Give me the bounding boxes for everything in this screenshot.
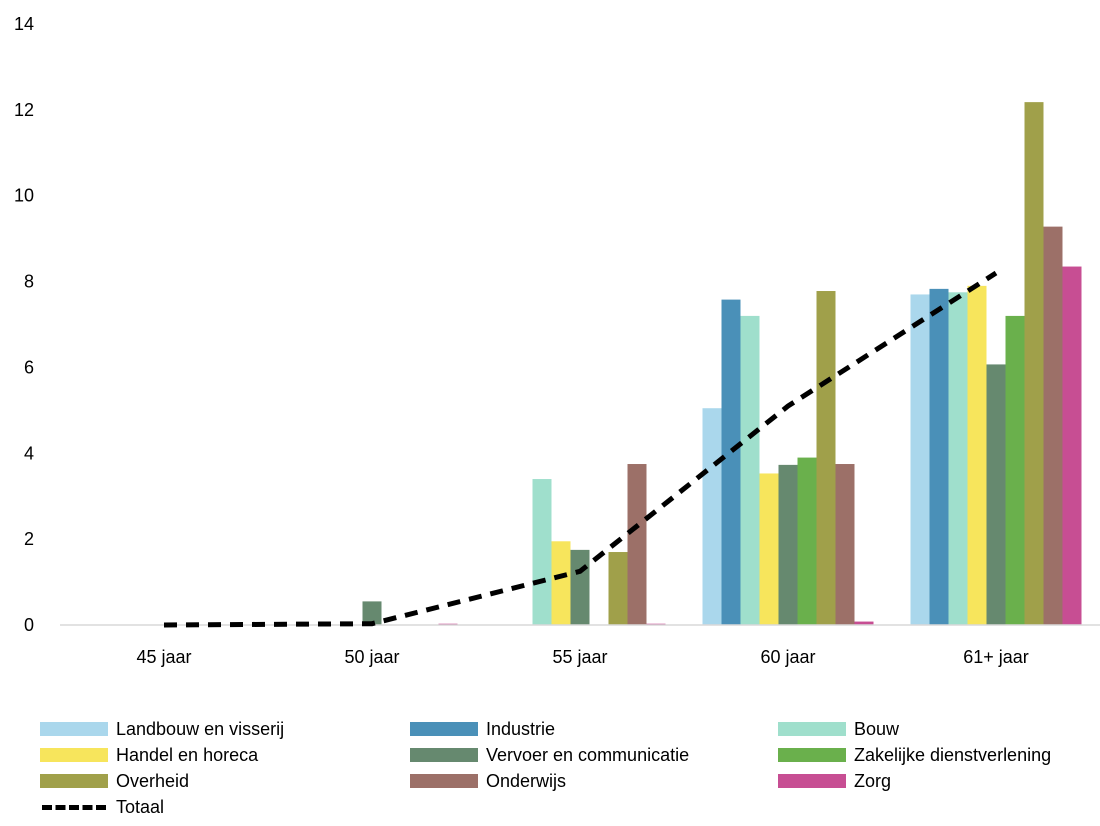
bar	[362, 601, 382, 625]
bar	[948, 292, 968, 625]
bar	[570, 549, 590, 625]
y-tick-label: 10	[14, 186, 34, 206]
y-tick-label: 0	[24, 615, 34, 635]
bar	[778, 464, 798, 625]
bar	[1043, 226, 1063, 625]
bar	[627, 464, 647, 625]
legend-item: Landbouw en visserij	[40, 718, 284, 740]
bar	[967, 285, 987, 625]
legend-swatch	[778, 774, 846, 788]
legend-label: Bouw	[854, 718, 900, 739]
legend-swatch	[778, 748, 846, 762]
legend-item: Vervoer en communicatie	[410, 744, 689, 766]
bar	[986, 364, 1006, 625]
legend-label: Zorg	[854, 770, 892, 791]
legend-swatch	[410, 748, 478, 762]
y-tick-label: 4	[24, 443, 34, 463]
bar	[1062, 266, 1082, 625]
legend-swatch	[40, 774, 108, 788]
legend-label: Handel en horeca	[116, 744, 259, 765]
bar	[910, 294, 930, 625]
bar	[608, 552, 628, 625]
legend-item: Onderwijs	[410, 770, 566, 792]
y-tick-label: 6	[24, 357, 34, 377]
y-tick-label: 14	[14, 14, 34, 34]
bar	[1024, 102, 1044, 625]
bar	[721, 299, 741, 625]
bar	[759, 473, 779, 625]
bar	[532, 479, 552, 625]
legend-label: Landbouw en visserij	[116, 718, 285, 739]
x-tick-label: 55 jaar	[552, 647, 607, 667]
legend-item: Zorg	[778, 770, 891, 792]
legend-label: Totaal	[116, 796, 165, 817]
legend-item: Overheid	[40, 770, 189, 792]
bar	[929, 288, 949, 625]
x-tick-label: 50 jaar	[344, 647, 399, 667]
legend-swatch	[410, 722, 478, 736]
bar	[740, 315, 760, 625]
bar	[1005, 315, 1025, 625]
legend-item: Bouw	[778, 718, 899, 740]
legend-label: Industrie	[486, 718, 556, 739]
bar	[835, 464, 855, 625]
legend-label: Zakelijke dienstverlening	[854, 744, 1052, 765]
total-line	[163, 270, 998, 628]
legend-swatch	[40, 748, 108, 762]
y-tick-label: 8	[24, 272, 34, 292]
legend-item: Industrie	[410, 718, 555, 740]
bar	[702, 408, 722, 625]
x-tick-label: 61+ jaar	[963, 647, 1029, 667]
bars	[362, 102, 1082, 625]
bar	[551, 541, 571, 625]
legend-swatch	[410, 774, 478, 788]
legend-swatch	[40, 722, 108, 736]
y-tick-label: 12	[14, 100, 34, 120]
legend-item-totaal: Totaal	[40, 796, 164, 818]
legend-label: Overheid	[116, 770, 190, 791]
y-tick-label: 2	[24, 529, 34, 549]
bar	[816, 291, 836, 625]
legend-item: Zakelijke dienstverlening	[778, 744, 1051, 766]
x-axis-ticks: 45 jaar 50 jaar 55 jaar 60 jaar 61+ jaar	[136, 647, 1028, 667]
bar	[797, 457, 817, 625]
legend-item: Handel en horeca	[40, 744, 258, 766]
legend-dash-line	[40, 800, 108, 814]
x-tick-label: 45 jaar	[136, 647, 191, 667]
chart: 0 2 4 6 8 10 12 14 45 jaar 50 jaar 55 jaar 60 jaar…	[14, 14, 1100, 667]
legend-label: Vervoer en communicatie	[486, 744, 690, 765]
y-axis-ticks: 0 2 4 6 8 10 12 14	[14, 14, 34, 635]
x-tick-label: 60 jaar	[760, 647, 815, 667]
legend-label: Onderwijs	[486, 770, 567, 791]
bar	[854, 621, 874, 625]
legend-swatch	[778, 722, 846, 736]
